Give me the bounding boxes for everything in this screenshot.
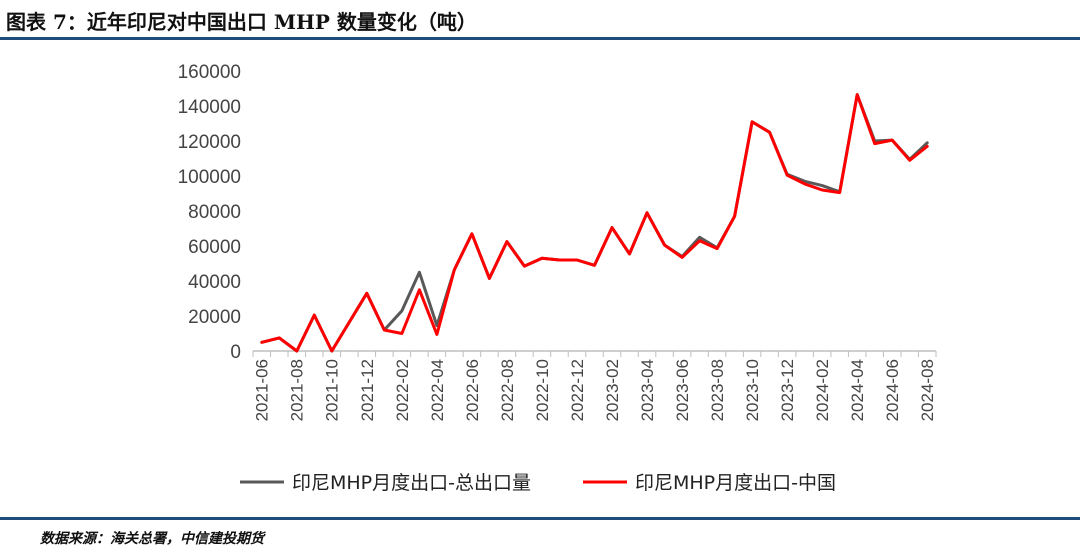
- x-tick-label: 2021-08: [288, 359, 307, 421]
- line-chart: 0 20000 40000 60000 80000 100000 120000 140000 1…: [178, 62, 938, 494]
- legend-item: 印尼MHP月度出口-中国: [583, 472, 836, 494]
- y-axis: 0 20000 40000 60000 80000 100000 120000 140000 1…: [178, 62, 241, 363]
- x-tick-label: 2022-08: [498, 359, 517, 421]
- x-tick-label: 2024-06: [883, 359, 902, 421]
- y-tick-label: 60000: [188, 237, 241, 258]
- x-tick-label: 2024-08: [918, 359, 937, 421]
- x-tick-label: 2022-12: [568, 359, 587, 421]
- y-tick-label: 140000: [178, 97, 241, 118]
- y-tick-label: 120000: [178, 132, 241, 153]
- x-tick-label: 2023-12: [778, 359, 797, 421]
- x-tick-label: 2024-02: [813, 359, 832, 421]
- x-tick-label: 2021-10: [323, 359, 342, 421]
- y-tick-label: 40000: [188, 272, 241, 293]
- x-tick-label: 2022-06: [463, 359, 482, 421]
- y-tick-label: 0: [230, 342, 241, 363]
- x-tick-label: 2022-04: [428, 359, 447, 421]
- x-tick-label: 2023-06: [673, 359, 692, 421]
- y-tick-label: 20000: [188, 307, 241, 328]
- legend-label: 印尼MHP月度出口-总出口量: [292, 472, 531, 494]
- x-tick-label: 2024-04: [848, 359, 867, 421]
- x-tick-label: 2023-02: [603, 359, 622, 421]
- x-tick-label: 2021-06: [253, 359, 272, 421]
- x-tick-label: 2023-04: [638, 359, 657, 421]
- figure-title: 图表 7：近年印尼对中国出口 MHP 数量变化（吨）: [6, 10, 477, 34]
- x-tick-label: 2021-12: [358, 359, 377, 421]
- x-tick-label: 2023-08: [708, 359, 727, 421]
- series-line-total: [260, 93, 929, 353]
- top-rule: [0, 37, 1080, 40]
- y-tick-label: 80000: [188, 202, 241, 223]
- x-tick-label: 2022-02: [393, 359, 412, 421]
- y-tick-label: 160000: [178, 62, 241, 83]
- series-layer: [260, 93, 929, 353]
- x-tick-label: 2023-10: [743, 359, 762, 421]
- legend: 印尼MHP月度出口-总出口量 印尼MHP月度出口-中国: [240, 472, 836, 494]
- legend-item: 印尼MHP月度出口-总出口量: [240, 472, 531, 494]
- x-tick-label: 2022-10: [533, 359, 552, 421]
- legend-label: 印尼MHP月度出口-中国: [635, 472, 836, 494]
- series-line-china: [260, 93, 929, 353]
- bottom-rule: [0, 517, 1080, 520]
- x-axis: 2021-06 2021-08 2021-10 2021-12 2022-02 2022-…: [252, 350, 937, 421]
- y-tick-label: 100000: [178, 167, 241, 188]
- source-note: 数据来源：海关总署，中信建投期货: [40, 531, 264, 547]
